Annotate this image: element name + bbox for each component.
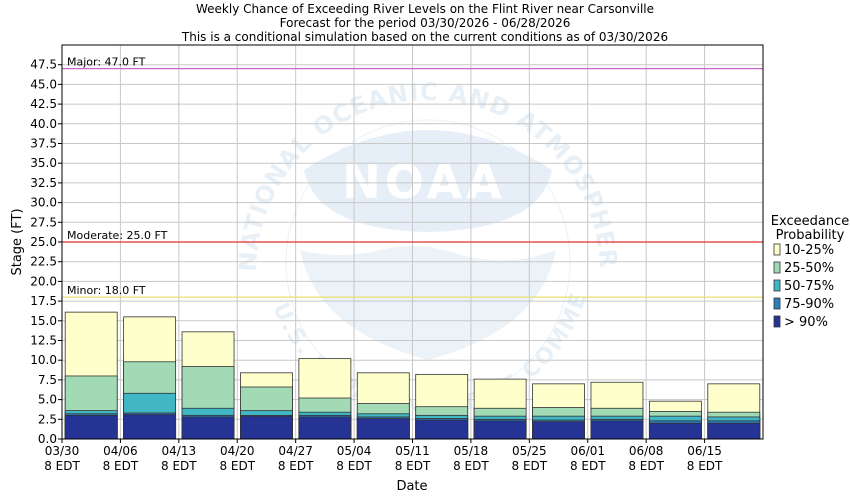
y-tick-label: 10.0 <box>30 353 57 367</box>
legend-swatch <box>773 243 781 256</box>
y-tick-label: 32.5 <box>30 176 57 190</box>
y-tick-label: 30.0 <box>30 196 57 210</box>
bar-> 90% <box>532 421 585 440</box>
bar-> 90% <box>590 420 644 440</box>
bar-> 90% <box>64 414 118 440</box>
legend-label: 75-90% <box>784 297 834 312</box>
x-tick-label: 06/08 <box>629 444 664 458</box>
y-tick-label: 25.0 <box>30 235 57 249</box>
x-tick-label-sub: 8 EDT <box>395 459 431 473</box>
legend-swatch <box>773 297 781 310</box>
y-tick-label: 12.5 <box>30 334 57 348</box>
x-tick-label-sub: 8 EDT <box>219 459 255 473</box>
x-tick-label: 03/30 <box>45 444 80 458</box>
x-tick-label-sub: 8 EDT <box>512 459 548 473</box>
x-tick-label: 04/20 <box>220 444 255 458</box>
y-tick-label: 47.5 <box>30 58 57 72</box>
legend-swatch <box>773 279 781 292</box>
bar-> 90% <box>648 422 702 440</box>
x-tick-label-sub: 8 EDT <box>278 459 314 473</box>
x-tick-label-sub: 8 EDT <box>44 459 80 473</box>
plot-frame <box>61 44 764 440</box>
watermark-logo-text: NOAA <box>342 155 506 209</box>
x-tick-label: 05/11 <box>395 444 430 458</box>
y-tick-label: 35.0 <box>30 156 57 170</box>
x-tick-label: 05/25 <box>512 444 547 458</box>
threshold-label: Minor: 18.0 FT <box>67 284 146 297</box>
legend-label: 10-25% <box>784 243 834 258</box>
x-tick-label: 04/06 <box>103 444 138 458</box>
x-tick-label: 06/01 <box>570 444 605 458</box>
y-tick-label: 27.5 <box>30 215 57 229</box>
axes: 0.0 2.5 5.0 7.5 10.0 12.5 15.0 17.5 20.0 22.5 25.0… <box>10 44 764 494</box>
x-tick-label: 05/04 <box>337 444 372 458</box>
bar-> 90% <box>240 415 293 440</box>
x-tick-label: 04/27 <box>278 444 313 458</box>
legend-label: 50-75% <box>784 279 834 294</box>
y-tick-label: 0.0 <box>38 432 57 446</box>
x-tick-label-sub: 8 EDT <box>628 459 664 473</box>
legend-title: Probability <box>776 228 845 243</box>
y-tick-label: 20.0 <box>30 274 57 288</box>
legend-title: Exceedance <box>771 214 849 229</box>
y-tick-label: 37.5 <box>30 137 57 151</box>
y-tick-label: 42.5 <box>30 97 57 111</box>
bar-> 90% <box>707 422 761 440</box>
x-tick-label-sub: 8 EDT <box>687 459 723 473</box>
bar-> 90% <box>298 416 352 440</box>
x-tick-label: 05/18 <box>454 444 489 458</box>
y-tick-label: 17.5 <box>30 294 57 308</box>
x-tick-label-sub: 8 EDT <box>103 459 139 473</box>
y-tick-label: 2.5 <box>38 412 57 426</box>
bar-> 90% <box>415 419 469 440</box>
chart-note: This is a conditional simulation based o… <box>181 30 669 44</box>
x-tick-label-sub: 8 EDT <box>570 459 606 473</box>
bar-> 90% <box>356 418 410 440</box>
y-tick-label: 15.0 <box>30 314 57 328</box>
bar-> 90% <box>123 414 177 440</box>
y-axis-label: Stage (FT) <box>10 208 25 275</box>
x-tick-label: 04/13 <box>162 444 197 458</box>
x-tick-label: 06/15 <box>687 444 722 458</box>
legend-label: 25-50% <box>784 261 834 276</box>
legend-swatch <box>773 261 781 274</box>
y-tick-label: 40.0 <box>30 117 57 131</box>
x-axis-label: Date <box>396 479 427 494</box>
legend-label: > 90% <box>784 315 828 330</box>
thresholds: Major: 47.0 FT Moderate: 25.0 FT Minor: 18… <box>62 56 763 298</box>
x-tick-label-sub: 8 EDT <box>453 459 489 473</box>
y-tick-label: 5.0 <box>38 393 57 407</box>
chart-title: Weekly Chance of Exceeding River Levels … <box>195 2 655 16</box>
y-tick-label: 7.5 <box>38 373 57 387</box>
y-tick-label: 22.5 <box>30 255 57 269</box>
y-tick-label: 45.0 <box>30 77 57 91</box>
bar-> 90% <box>473 420 527 440</box>
x-tick-label-sub: 8 EDT <box>161 459 197 473</box>
threshold-label: Major: 47.0 FT <box>67 56 146 69</box>
threshold-label: Moderate: 25.0 FT <box>67 229 168 242</box>
bar-> 90% <box>181 416 235 440</box>
legend-swatch <box>773 315 781 328</box>
chart-subtitle: Forecast for the period 03/30/2026 - 06/… <box>279 16 571 30</box>
bars <box>64 311 761 440</box>
x-tick-label-sub: 8 EDT <box>336 459 372 473</box>
